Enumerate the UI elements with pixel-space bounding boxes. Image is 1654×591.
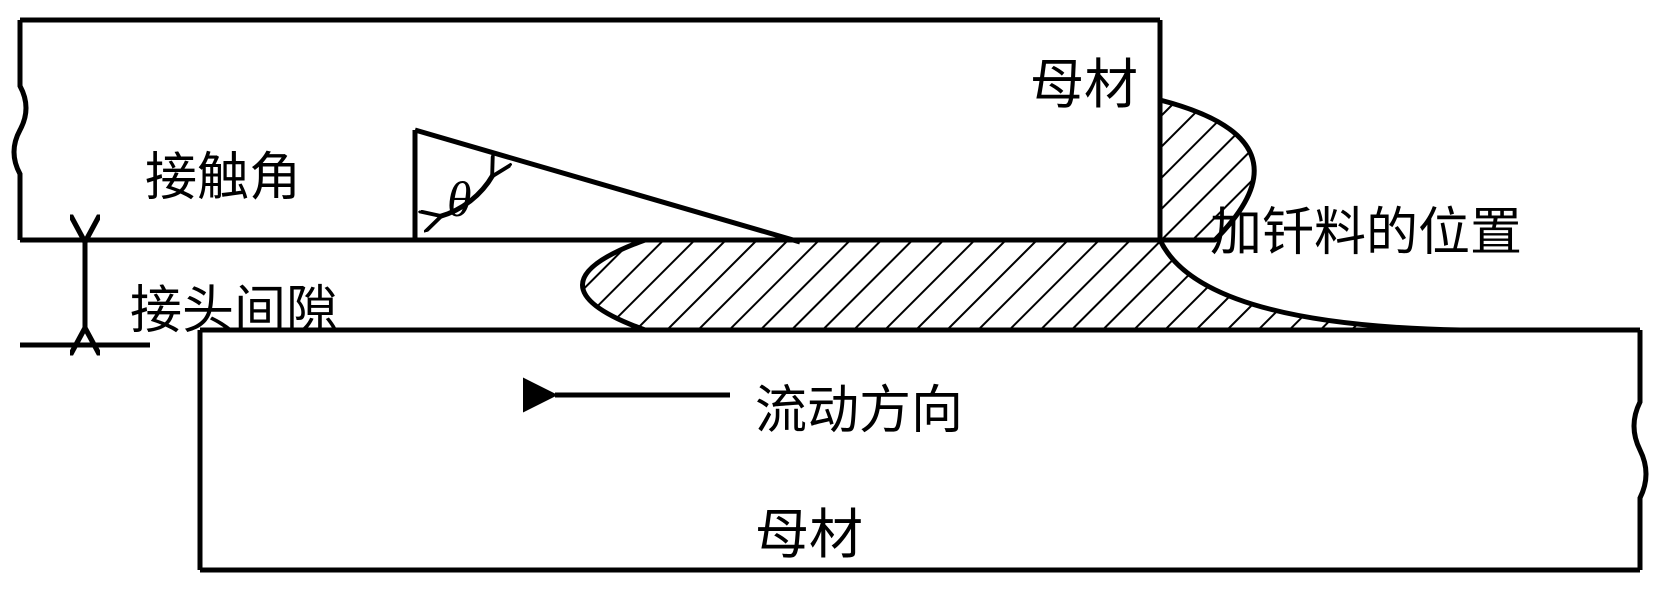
text: 母材	[1030, 55, 1138, 115]
label-bottom-base-metal: 母材	[755, 490, 863, 569]
label-flow-direction: 流动方向	[755, 368, 963, 443]
label-theta: θ	[447, 170, 472, 228]
label-joint-gap: 接头间隙	[130, 268, 338, 343]
text: 母材	[755, 505, 863, 565]
text: 接触角	[145, 150, 301, 207]
text: θ	[447, 171, 472, 227]
label-contact-angle: 接触角	[145, 135, 301, 210]
text: 接头间隙	[130, 283, 338, 340]
label-top-base-metal: 母材	[1030, 40, 1138, 119]
label-filler-position: 加钎料的位置	[1210, 190, 1522, 265]
diagram-stage: 母材 接触角 θ 加钎料的位置 接头间隙 流动方向 母材	[0, 0, 1654, 591]
theta-ray-incline	[415, 130, 800, 242]
bottom-plate-right-break	[1634, 330, 1646, 570]
text: 流动方向	[755, 383, 963, 440]
text: 加钎料的位置	[1210, 205, 1522, 262]
top-plate-left-break	[14, 20, 26, 240]
